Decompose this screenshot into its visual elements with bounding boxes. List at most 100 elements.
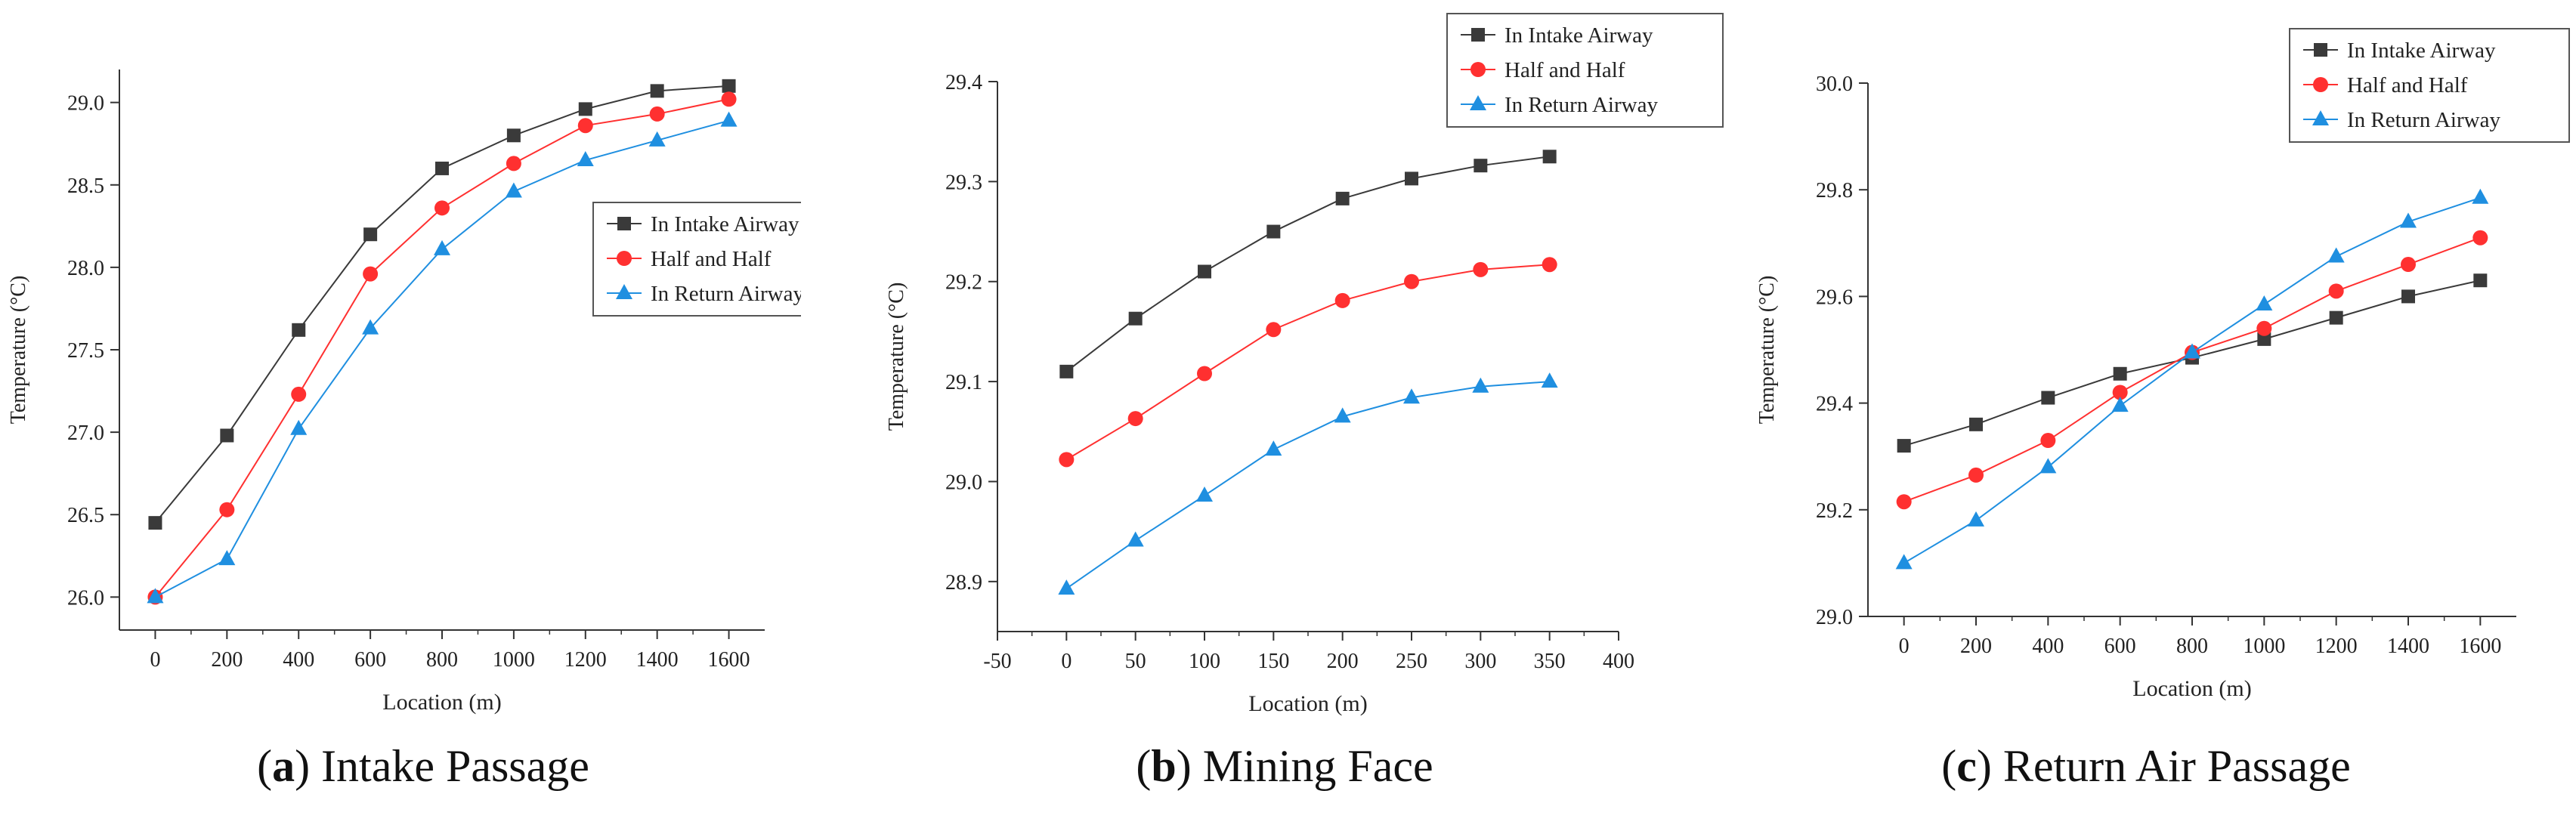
data-point-intake — [148, 516, 162, 530]
x-tick-label: 400 — [283, 648, 314, 672]
legend: In Intake Airway Half and Half In Return A… — [592, 202, 801, 317]
data-point-half — [1473, 261, 1489, 277]
data-point-half — [506, 156, 521, 171]
legend-marker-circle — [1470, 62, 1486, 77]
series-line-return — [1903, 196, 2481, 564]
x-axis-label: Location (m) — [1248, 691, 1367, 716]
data-point-half — [2112, 385, 2128, 400]
data-point-half — [2328, 283, 2344, 299]
data-point-half — [2256, 320, 2272, 336]
x-axis-label: Location (m) — [2132, 676, 2251, 701]
data-point-return — [1968, 511, 1984, 527]
data-point-half — [1896, 494, 1912, 510]
x-tick-label: 0 — [1899, 635, 1910, 658]
legend-marker-circle — [2313, 77, 2328, 92]
data-point-half — [219, 502, 235, 517]
x-tick-label: 600 — [354, 648, 386, 672]
data-point-intake — [435, 161, 449, 175]
chart-panel-a: 0 200 400 600 800 1000 1200 1400 1600 26.0 26.5 27.… — [0, 0, 801, 725]
data-point-intake — [2401, 289, 2415, 304]
data-point-half — [434, 200, 450, 216]
x-tick-label: 200 — [1327, 650, 1359, 673]
data-point-return — [1265, 440, 1282, 456]
caption-c: (c) Return Air Passage — [1941, 741, 2351, 791]
caption-b-letter: b — [1151, 741, 1177, 791]
data-point-return — [720, 111, 738, 127]
x-tick-label: 200 — [1960, 635, 1992, 658]
legend-label: In Return Airway — [651, 282, 801, 306]
data-point-return — [648, 131, 666, 147]
x-tick-label: 1200 — [564, 648, 607, 672]
x-tick-label: 1400 — [2387, 635, 2429, 658]
x-tick-label: 1400 — [636, 648, 679, 672]
data-point-return — [2039, 458, 2057, 474]
x-tick-label: 200 — [211, 648, 243, 672]
series-line-return — [154, 119, 729, 598]
data-point-half — [1404, 273, 1419, 289]
data-point-intake — [1335, 191, 1350, 205]
data-point-intake — [1474, 159, 1488, 173]
series-line-intake — [1065, 156, 1550, 372]
data-point-half — [649, 106, 665, 122]
data-point-intake — [1059, 364, 1074, 378]
legend-label: In Intake Airway — [2347, 39, 2496, 63]
legend-marker-triangle — [2312, 110, 2329, 125]
data-point-intake — [1969, 417, 1983, 431]
data-point-half — [577, 118, 593, 134]
y-tick-label: 29.3 — [945, 171, 982, 194]
data-point-half — [2040, 433, 2056, 449]
x-axis-label: Location (m) — [382, 690, 501, 715]
x-tick-label: 1000 — [2243, 635, 2285, 658]
x-tick-label: 350 — [1534, 650, 1566, 673]
data-point-return — [1403, 388, 1420, 404]
data-point-intake — [2329, 310, 2343, 325]
series-line-half — [1903, 236, 2481, 503]
chart-panel-b: -50 0 50 100 150 200 250 300 350 400 28.9 29.0 29.1 2… — [854, 0, 1730, 725]
caption-c-text: Return Air Passage — [1991, 741, 2351, 791]
data-point-intake — [1266, 224, 1281, 239]
data-point-return — [2256, 295, 2273, 310]
caption-a: (a) Intake Passage — [257, 741, 589, 791]
legend-label: In Intake Airway — [651, 212, 799, 236]
data-point-return — [147, 588, 164, 604]
data-point-intake — [2041, 391, 2055, 405]
y-tick-label: 30.0 — [1816, 73, 1853, 96]
data-point-intake — [722, 79, 736, 93]
data-point-half — [1334, 292, 1350, 308]
data-point-return — [2111, 397, 2129, 412]
data-point-intake — [650, 84, 664, 98]
x-tick-label: -50 — [983, 650, 1011, 673]
legend-label: Half and Half — [2347, 73, 2468, 97]
x-tick-label: 100 — [1189, 650, 1220, 673]
x-tick-label: 1600 — [708, 648, 750, 672]
x-tick-label: 800 — [426, 648, 458, 672]
data-point-return — [290, 419, 308, 435]
legend-marker-triangle — [616, 284, 632, 299]
data-point-intake — [2473, 273, 2488, 288]
data-point-return — [2472, 188, 2489, 204]
y-tick-label: 29.1 — [945, 371, 982, 394]
legend-label: In Return Airway — [1504, 93, 1658, 117]
data-point-return — [1334, 407, 1351, 423]
data-point-intake — [2113, 366, 2127, 381]
data-point-half — [721, 91, 737, 107]
series-line-half — [1065, 264, 1550, 461]
x-tick-label: 1600 — [2459, 635, 2501, 658]
legend-marker-square — [617, 217, 631, 230]
data-point-return — [434, 239, 450, 255]
x-tick-label: 800 — [2176, 635, 2208, 658]
y-tick-label: 27.5 — [67, 339, 104, 363]
legend: In Intake Airway Half and Half In Return A… — [1446, 13, 1724, 128]
y-tick-label: 29.8 — [1816, 179, 1853, 202]
data-point-half — [1059, 452, 1075, 468]
y-tick-label: 29.0 — [945, 471, 982, 494]
y-tick-label: 28.0 — [67, 257, 104, 280]
y-tick-label: 29.4 — [1816, 393, 1853, 416]
data-point-half — [1127, 411, 1143, 427]
data-point-intake — [1128, 311, 1143, 326]
legend-marker-square — [2314, 43, 2327, 57]
data-point-intake — [363, 227, 378, 242]
data-point-return — [1196, 486, 1213, 502]
data-point-return — [1472, 377, 1489, 393]
data-point-half — [1266, 322, 1282, 338]
